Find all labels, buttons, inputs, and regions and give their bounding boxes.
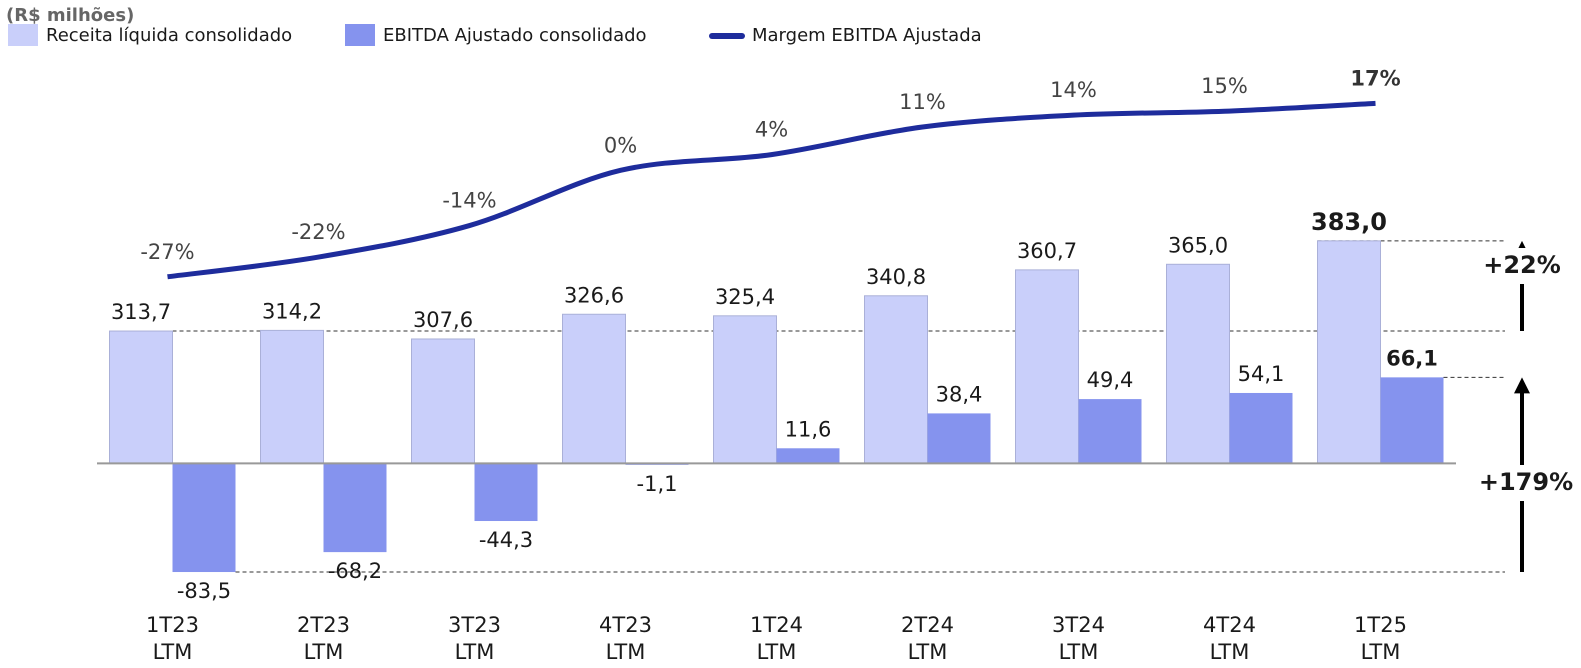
annotation-bg: [1475, 465, 1581, 501]
data-label: 340,8: [866, 265, 926, 289]
data-label: 11,6: [785, 417, 832, 441]
bar: [172, 463, 236, 573]
bar: [1078, 399, 1142, 464]
annotation: +179%: [1479, 468, 1573, 496]
data-label: 15%: [1201, 74, 1248, 98]
data-label: 38,4: [936, 382, 983, 406]
x-tick-label: 4T24 LTM: [1203, 613, 1256, 664]
data-label: 360,7: [1017, 239, 1077, 263]
bar: [260, 329, 324, 464]
bar: [864, 295, 928, 464]
bar: [1317, 240, 1381, 464]
data-label: -22%: [291, 220, 345, 244]
bar: [474, 463, 538, 522]
data-label: 49,4: [1087, 368, 1134, 392]
data-label: 307,6: [413, 308, 473, 332]
line: [167, 100, 1376, 280]
data-label: 365,0: [1168, 233, 1228, 257]
x-tick-label: 2T23 LTM: [297, 613, 350, 664]
data-label: -68,2: [328, 559, 382, 583]
annotation-bg: [1478, 248, 1578, 284]
bar: [562, 313, 626, 464]
bar: [1166, 263, 1230, 464]
bar: [927, 413, 991, 464]
data-label: -83,5: [177, 579, 231, 603]
data-label: 383,0: [1311, 208, 1387, 236]
annotation: +22%: [1483, 251, 1561, 279]
data-label: -44,3: [479, 528, 533, 552]
x-tick-label: 3T24 LTM: [1052, 613, 1105, 664]
legend-label: Margem EBITDA Ajustada: [752, 25, 982, 46]
bar: [323, 463, 387, 553]
data-label: -14%: [442, 189, 496, 213]
bar: [1380, 377, 1444, 464]
bar: [713, 315, 777, 464]
data-label: 326,6: [564, 283, 624, 307]
bar: [776, 448, 840, 464]
data-label: 54,1: [1238, 362, 1285, 386]
bar: [1015, 269, 1079, 464]
x-tick-label: 1T23 LTM: [146, 613, 199, 664]
legend-label: Receita líquida consolidado: [46, 25, 292, 46]
legend-label: EBITDA Ajustado consolidado: [383, 25, 647, 46]
data-label: 14%: [1050, 78, 1097, 102]
bar: [1229, 392, 1293, 464]
data-label: 0%: [604, 133, 637, 157]
data-label: 17%: [1350, 66, 1400, 90]
x-tick-label: 4T23 LTM: [599, 613, 652, 664]
bar: [411, 338, 475, 464]
data-label: 314,2: [262, 299, 322, 323]
x-tick-label: 3T23 LTM: [448, 613, 501, 664]
data-label: -27%: [140, 240, 194, 264]
data-label: 66,1: [1386, 346, 1438, 370]
legend-swatch: [8, 24, 38, 46]
arrow-head: [1514, 377, 1530, 394]
bar: [109, 330, 173, 464]
x-tick-label: 1T25 LTM: [1354, 613, 1407, 664]
data-label: 11%: [899, 90, 946, 114]
x-tick-label: 1T24 LTM: [750, 613, 803, 664]
x-tick-label: 2T24 LTM: [901, 613, 954, 664]
data-label: 4%: [755, 118, 788, 142]
legend-swatch: [345, 24, 375, 46]
data-label: 325,4: [715, 285, 775, 309]
unit-label: (R$ milhões): [6, 5, 134, 26]
data-label: 313,7: [111, 300, 171, 324]
data-label: -1,1: [637, 472, 678, 496]
